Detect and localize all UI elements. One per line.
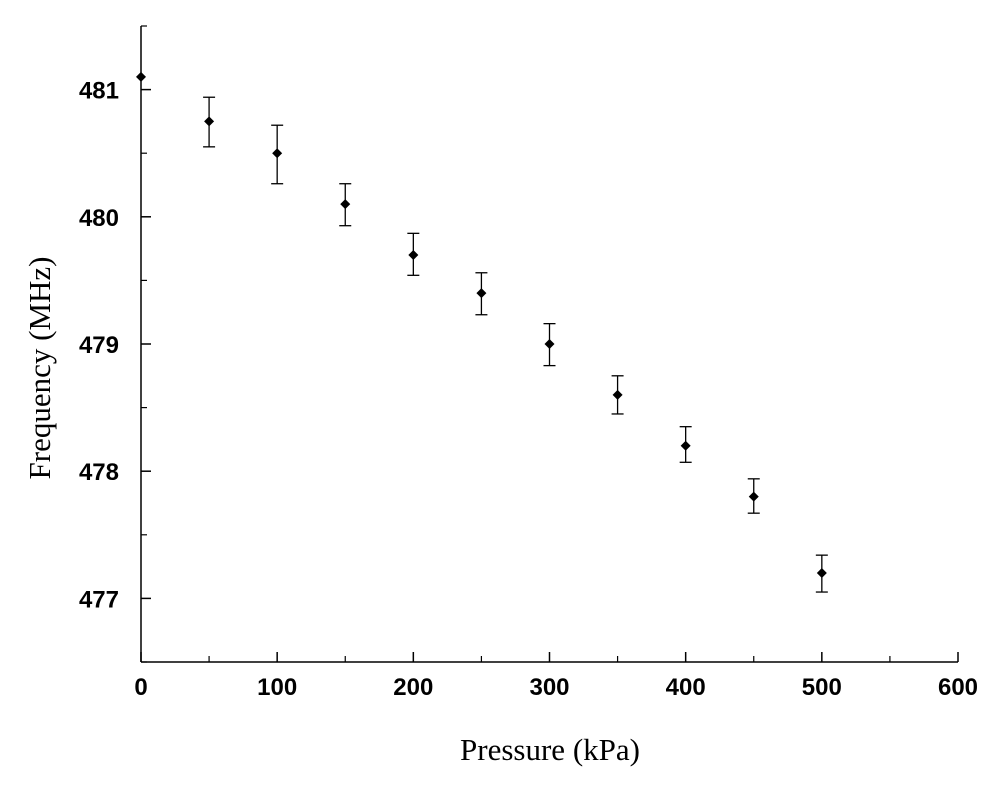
x-tick-label: 200 <box>393 674 433 701</box>
data-point <box>272 148 283 159</box>
data-points <box>136 71 827 578</box>
error-bars <box>203 96 828 593</box>
y-tick-label: 479 <box>79 332 119 359</box>
data-point <box>544 339 555 349</box>
y-tick-label: 478 <box>79 459 119 486</box>
data-point <box>136 71 146 82</box>
x-tick-label: 400 <box>666 674 706 701</box>
y-tick-label: 481 <box>79 78 119 105</box>
y-tick-label: 480 <box>79 205 119 232</box>
data-point <box>476 288 487 299</box>
data-point <box>816 567 827 578</box>
x-tick-label: 500 <box>802 674 842 701</box>
x-tick-label: 100 <box>257 674 297 701</box>
tick-labels: 0 100 200 300 400 500 600 477 478 479 480 481 <box>79 78 978 701</box>
data-point <box>680 440 691 451</box>
y-tick-label: 477 <box>79 586 119 613</box>
y-axis-title: Frequency (MHz) <box>22 257 57 480</box>
data-point <box>408 249 419 260</box>
x-tick-label: 600 <box>938 674 978 701</box>
x-tick-label: 300 <box>529 674 569 701</box>
data-point <box>748 491 759 502</box>
x-axis-title: Pressure (kPa) <box>460 732 640 767</box>
data-point <box>612 389 623 400</box>
x-tick-label: 0 <box>134 674 147 701</box>
tick-marks <box>140 25 959 663</box>
data-point <box>340 199 351 210</box>
data-point <box>204 116 215 127</box>
